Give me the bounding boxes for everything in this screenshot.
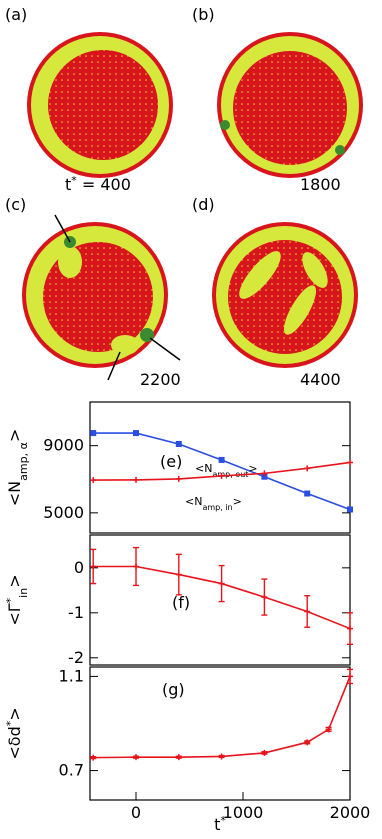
marker	[304, 490, 311, 497]
y-tick-label: 0	[74, 558, 84, 577]
text-part: 1800	[300, 175, 341, 194]
text-part: >	[5, 574, 24, 587]
x-tick-label: 1000	[223, 803, 264, 822]
marker	[133, 563, 140, 570]
panel-label: (b)	[192, 5, 215, 24]
marker	[175, 571, 182, 578]
time-label: 2200	[140, 370, 181, 389]
marker	[133, 754, 140, 761]
marker	[325, 726, 332, 733]
marker	[347, 625, 353, 632]
marker	[347, 673, 353, 680]
panel-label: (f)	[172, 593, 190, 612]
y-tick-label: -1	[68, 603, 84, 622]
text-part: amp, in	[202, 503, 232, 512]
text-part: *	[71, 174, 77, 187]
y-tick-label: 9000	[43, 436, 84, 455]
plot-frame	[89, 666, 351, 801]
marker	[261, 594, 268, 601]
snapshot-c	[22, 214, 181, 381]
text-part: t	[214, 815, 220, 834]
snapshot-b	[217, 32, 363, 178]
y-axis-label: <Γ*in>	[4, 574, 30, 625]
panel-label: (a)	[5, 5, 27, 24]
text-part: *	[4, 597, 17, 603]
time-label: t* = 400	[65, 174, 131, 195]
x-tick-label: 2000	[330, 803, 371, 822]
marker	[218, 753, 225, 760]
text-part: <N	[185, 495, 202, 508]
text-part: = 400	[77, 175, 131, 194]
text-part: >	[5, 707, 24, 720]
panel-label: (d)	[192, 195, 215, 214]
marker	[175, 754, 182, 761]
y-tick-label: 1.1	[59, 666, 84, 685]
y-tick-label: 0.7	[59, 761, 84, 780]
marker	[304, 465, 311, 472]
marker	[175, 440, 182, 447]
marker	[218, 580, 225, 587]
text-part: t	[65, 175, 71, 194]
time-label: 4400	[300, 370, 341, 389]
time-label: 1800	[300, 175, 341, 194]
text-part: *	[4, 720, 17, 726]
text-part: amp, out	[212, 470, 248, 479]
y-tick-label: 5000	[43, 503, 84, 522]
marker	[133, 430, 140, 437]
marker	[218, 472, 225, 479]
text-part: amp, α	[17, 442, 30, 481]
panel-label: (g)	[162, 680, 185, 699]
marker	[261, 473, 268, 480]
text-part: >	[233, 495, 242, 508]
text-part: *	[220, 814, 226, 827]
y-axis-label: <δd*>	[4, 707, 25, 759]
marker	[261, 470, 268, 477]
text-part: 4400	[300, 370, 341, 389]
text-part: >	[248, 462, 257, 475]
text-part: <N	[195, 462, 212, 475]
marker	[347, 459, 353, 466]
marker	[304, 739, 311, 746]
series-line	[93, 676, 351, 759]
text-part: in	[17, 588, 30, 598]
text-part: <Γ	[5, 603, 24, 625]
marker	[175, 475, 182, 482]
snapshot-d	[212, 222, 358, 368]
plot-frame	[89, 534, 351, 666]
plot-frame	[89, 401, 351, 534]
text-part: >	[5, 429, 24, 442]
marker	[90, 430, 97, 437]
marker	[261, 749, 268, 756]
snapshot-a	[27, 32, 173, 178]
marker	[304, 608, 311, 615]
marker	[90, 563, 97, 570]
marker	[90, 477, 97, 484]
series-annotation: <Namp, in>	[185, 495, 242, 512]
marker	[133, 476, 140, 483]
text-part: 2200	[140, 370, 181, 389]
y-axis-label: <Namp, α>	[5, 429, 30, 506]
marker	[90, 754, 97, 761]
panel-label: (c)	[5, 195, 26, 214]
panel-label: (e)	[160, 452, 182, 471]
text-part: <δd	[5, 726, 24, 759]
text-part: <N	[5, 481, 24, 506]
marker	[218, 456, 225, 463]
y-tick-label: -2	[68, 648, 84, 667]
x-axis-label: t*	[214, 814, 226, 835]
marker	[347, 506, 353, 513]
x-tick-label: 0	[131, 803, 141, 822]
series-annotation: <Namp, out>	[195, 462, 258, 479]
